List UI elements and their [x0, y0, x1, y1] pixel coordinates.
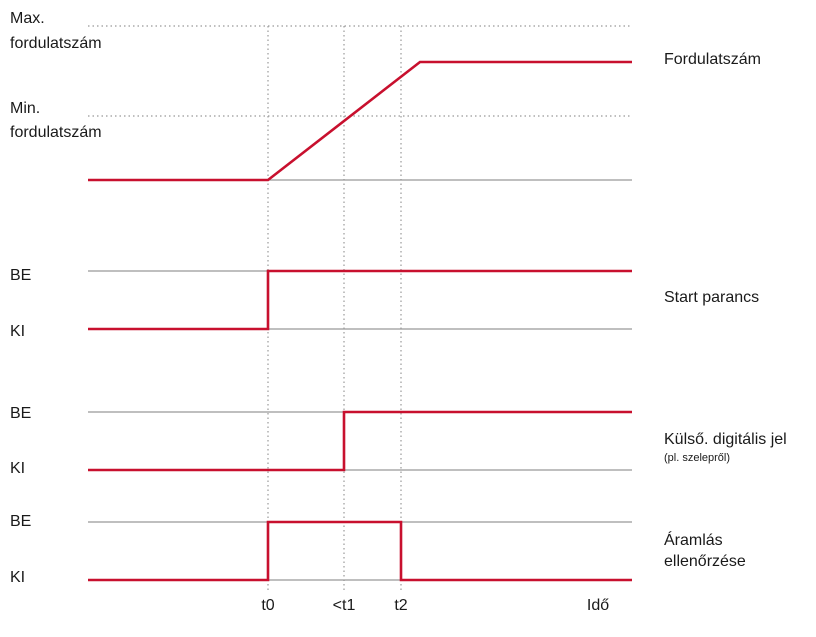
- speed-curve: [88, 60, 632, 182]
- time-label: t0: [261, 597, 274, 614]
- off-label: KI: [10, 569, 25, 586]
- off-label: KI: [10, 460, 25, 477]
- min-label: fordulatszám: [10, 124, 102, 141]
- on-label: BE: [10, 405, 31, 422]
- time-label: Idő: [587, 597, 609, 614]
- start-signal: [88, 269, 632, 331]
- speed-name: Fordulatszám: [664, 51, 761, 68]
- time-label: <t1: [333, 597, 356, 614]
- max-label: fordulatszám: [10, 35, 102, 52]
- signal-name: Start parancs: [664, 289, 759, 306]
- on-label: BE: [10, 267, 31, 284]
- signal-name: ellenőrzése: [664, 553, 746, 570]
- signal-name: Áramlás: [664, 530, 723, 549]
- off-label: KI: [10, 323, 25, 340]
- min-label: Min.: [10, 100, 40, 117]
- signal-name: Külső. digitális jel: [664, 431, 787, 448]
- signal-note: (pl. szelepről): [664, 452, 730, 464]
- on-label: BE: [10, 513, 31, 530]
- max-label: Max.: [10, 10, 45, 27]
- time-label: t2: [394, 597, 407, 614]
- external-signal: [88, 410, 632, 472]
- flow-signal: [88, 520, 632, 582]
